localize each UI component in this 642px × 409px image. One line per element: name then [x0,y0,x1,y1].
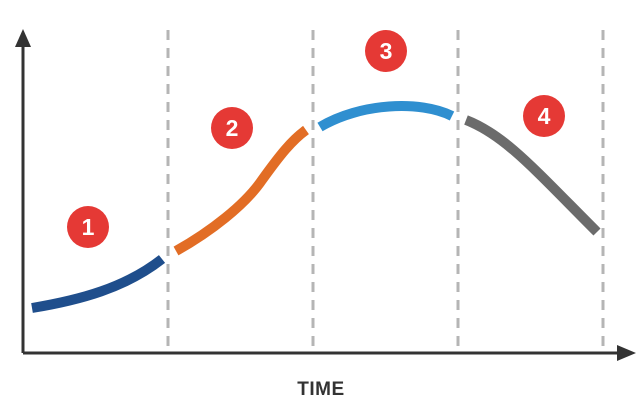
curve-segment-2 [173,125,309,256]
badge-number: 2 [226,115,239,141]
stage-badges: 1 2 3 4 [67,30,565,248]
stage-badge-4: 4 [523,95,565,137]
x-axis-label: TIME [297,379,345,400]
curve-segment-1 [31,255,166,313]
badge-number: 4 [538,103,551,129]
badge-circle [523,95,565,137]
curve-segment-3 [317,101,455,132]
y-axis-arrow-icon [15,29,31,47]
stage-dividers [166,30,605,352]
badge-circle [211,107,253,149]
axes [15,29,636,361]
stage-badge-1: 1 [67,206,109,248]
stage-badge-2: 2 [211,107,253,149]
stage-badge-3: 3 [365,30,407,72]
badge-number: 1 [82,214,95,240]
badge-circle [365,30,407,72]
lifecycle-curve [31,101,601,313]
x-axis-arrow-icon [617,345,636,361]
badge-number: 3 [380,38,393,64]
curve-segment-4 [464,115,601,236]
badge-circle [67,206,109,248]
